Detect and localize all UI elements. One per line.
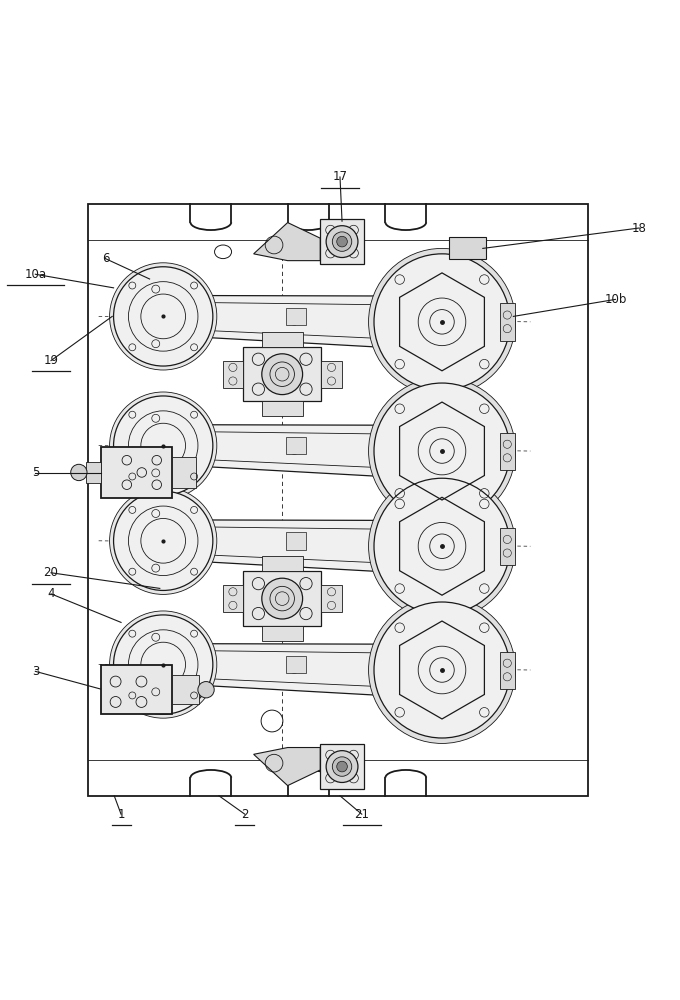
- Polygon shape: [254, 748, 320, 786]
- Circle shape: [374, 254, 510, 390]
- Circle shape: [337, 236, 347, 247]
- Circle shape: [374, 478, 510, 614]
- Text: 19: 19: [44, 354, 58, 367]
- Bar: [286, 532, 306, 550]
- Bar: [449, 237, 486, 259]
- Bar: [320, 744, 364, 789]
- Bar: [320, 219, 364, 264]
- Circle shape: [374, 383, 510, 519]
- Text: 21: 21: [354, 808, 369, 821]
- Bar: [86, 462, 101, 483]
- Text: 6: 6: [101, 252, 109, 265]
- Text: 18: 18: [632, 222, 647, 234]
- Bar: [500, 528, 515, 565]
- Circle shape: [109, 263, 217, 370]
- Bar: [262, 401, 303, 416]
- Circle shape: [109, 392, 217, 499]
- Bar: [101, 447, 172, 498]
- Circle shape: [114, 267, 213, 366]
- Text: 4: 4: [47, 587, 55, 600]
- Bar: [262, 332, 303, 347]
- Bar: [322, 585, 341, 612]
- Bar: [286, 308, 306, 325]
- Circle shape: [369, 473, 515, 620]
- Text: 3: 3: [32, 665, 39, 678]
- Circle shape: [114, 615, 213, 714]
- Bar: [172, 457, 196, 488]
- Circle shape: [109, 487, 217, 594]
- Text: 20: 20: [44, 566, 58, 579]
- Bar: [88, 204, 588, 796]
- Circle shape: [374, 602, 510, 738]
- Text: 10a: 10a: [24, 268, 46, 281]
- Polygon shape: [202, 644, 389, 696]
- Text: 10b: 10b: [605, 293, 626, 306]
- Circle shape: [109, 611, 217, 718]
- Bar: [500, 652, 515, 689]
- Text: 17: 17: [333, 170, 347, 184]
- Bar: [500, 433, 515, 470]
- Polygon shape: [202, 520, 389, 572]
- Text: 1: 1: [117, 808, 125, 821]
- Circle shape: [262, 354, 303, 395]
- Circle shape: [337, 761, 347, 772]
- Bar: [243, 571, 321, 626]
- Polygon shape: [202, 425, 389, 477]
- Polygon shape: [202, 296, 389, 348]
- Bar: [101, 665, 172, 714]
- Circle shape: [369, 597, 515, 743]
- Circle shape: [326, 226, 358, 258]
- Circle shape: [114, 491, 213, 590]
- Polygon shape: [254, 223, 320, 261]
- Text: 2: 2: [241, 808, 249, 821]
- Bar: [500, 303, 515, 341]
- Bar: [223, 361, 243, 388]
- Bar: [243, 347, 321, 401]
- Bar: [262, 626, 303, 641]
- Circle shape: [198, 682, 214, 698]
- Circle shape: [71, 464, 87, 481]
- Circle shape: [333, 757, 352, 776]
- Bar: [172, 675, 199, 704]
- Bar: [286, 656, 306, 673]
- Circle shape: [369, 378, 515, 524]
- Circle shape: [369, 248, 515, 395]
- Text: 5: 5: [32, 466, 39, 479]
- Bar: [262, 556, 303, 571]
- Circle shape: [114, 396, 213, 495]
- Circle shape: [262, 578, 303, 619]
- Circle shape: [333, 232, 352, 251]
- Bar: [286, 437, 306, 454]
- Bar: [322, 361, 341, 388]
- Circle shape: [326, 751, 358, 782]
- Bar: [223, 585, 243, 612]
